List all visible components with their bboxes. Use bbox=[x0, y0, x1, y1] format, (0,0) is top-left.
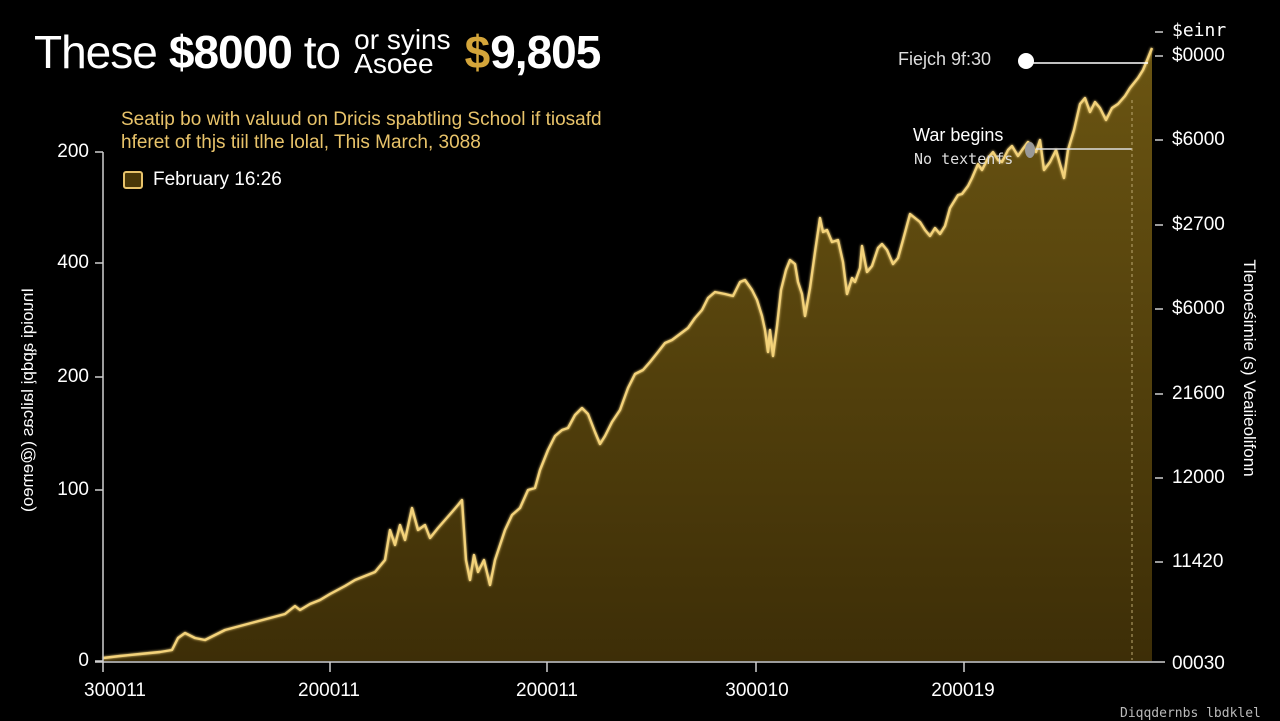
x-tick: 200019 bbox=[931, 680, 995, 701]
dollar-icon: $ bbox=[464, 26, 491, 78]
y-tick-right: $6000 bbox=[1172, 129, 1225, 150]
title-part-2: $8000 bbox=[168, 26, 293, 78]
title-part-1: These bbox=[34, 26, 158, 78]
y-tick-right: $6000 bbox=[1172, 298, 1225, 319]
chart-title: These $8000 to or syins Asoee $ 9,805 bbox=[34, 22, 612, 82]
title-part-5: 9,805 bbox=[490, 26, 601, 78]
bottom-ticks bbox=[102, 662, 965, 672]
x-tick: 300011 bbox=[84, 680, 146, 701]
top-annotation-marker bbox=[1018, 53, 1034, 69]
legend: February 16:26 bbox=[123, 169, 282, 191]
y-tick-left: 100 bbox=[57, 479, 89, 500]
subtitle-line-1: Seatip bo with valuud on Dricis spabtlin… bbox=[121, 109, 602, 130]
y-tick-right: $einr bbox=[1172, 20, 1227, 41]
price-line bbox=[102, 47, 1154, 660]
chart-subtitle: Seatip bo with valuud on Dricis spabtlin… bbox=[121, 108, 602, 154]
legend-swatch-icon bbox=[123, 171, 143, 189]
title-stack: or syins Asoee bbox=[354, 24, 451, 79]
left-ticks bbox=[95, 151, 103, 662]
y-tick-right: 12000 bbox=[1172, 467, 1225, 488]
x-tick: 300010 bbox=[725, 680, 789, 701]
legend-label: February 16:26 bbox=[153, 169, 282, 190]
x-tick: 200011 bbox=[516, 680, 578, 701]
y-axis-label-right: Tlenoeśimie (s) Veaiieolifonn bbox=[1240, 259, 1259, 477]
y-tick-right: $0000 bbox=[1172, 45, 1225, 66]
x-tick: 200011 bbox=[298, 680, 360, 701]
y-tick-left: 0 bbox=[78, 650, 89, 671]
y-tick-right: 00030 bbox=[1172, 653, 1225, 674]
event-annotation-marker bbox=[1025, 142, 1035, 158]
y-axis-label-left: Inuoiqi ąpdpį lailcas (@emeo) bbox=[18, 287, 37, 513]
y-tick-left: 200 bbox=[57, 366, 89, 387]
event-annotation-label: War begins bbox=[913, 125, 1004, 145]
y-tick-right: $2700 bbox=[1172, 214, 1225, 235]
y-tick-left: 200 bbox=[57, 141, 89, 162]
y-tick-right: 11420 bbox=[1172, 551, 1224, 572]
y-tick-right: 21600 bbox=[1172, 383, 1225, 404]
y-tick-left: 400 bbox=[57, 252, 89, 273]
event-annotation-sublabel: No textenfs bbox=[914, 150, 1014, 168]
area-fill bbox=[103, 48, 1152, 661]
title-stack-bottom: Asoee bbox=[354, 48, 434, 79]
top-annotation-label: Fiejch 9f:30 bbox=[898, 49, 992, 69]
title-stack-top: or syins bbox=[354, 24, 451, 55]
right-ticks bbox=[1155, 31, 1163, 563]
subtitle-line-2: hferet of thjs tiil tlhe lolal, This Mar… bbox=[121, 132, 481, 153]
title-part-3: to bbox=[303, 26, 341, 78]
source-credit: Diqqdernbs lbdklel bbox=[1120, 706, 1261, 721]
